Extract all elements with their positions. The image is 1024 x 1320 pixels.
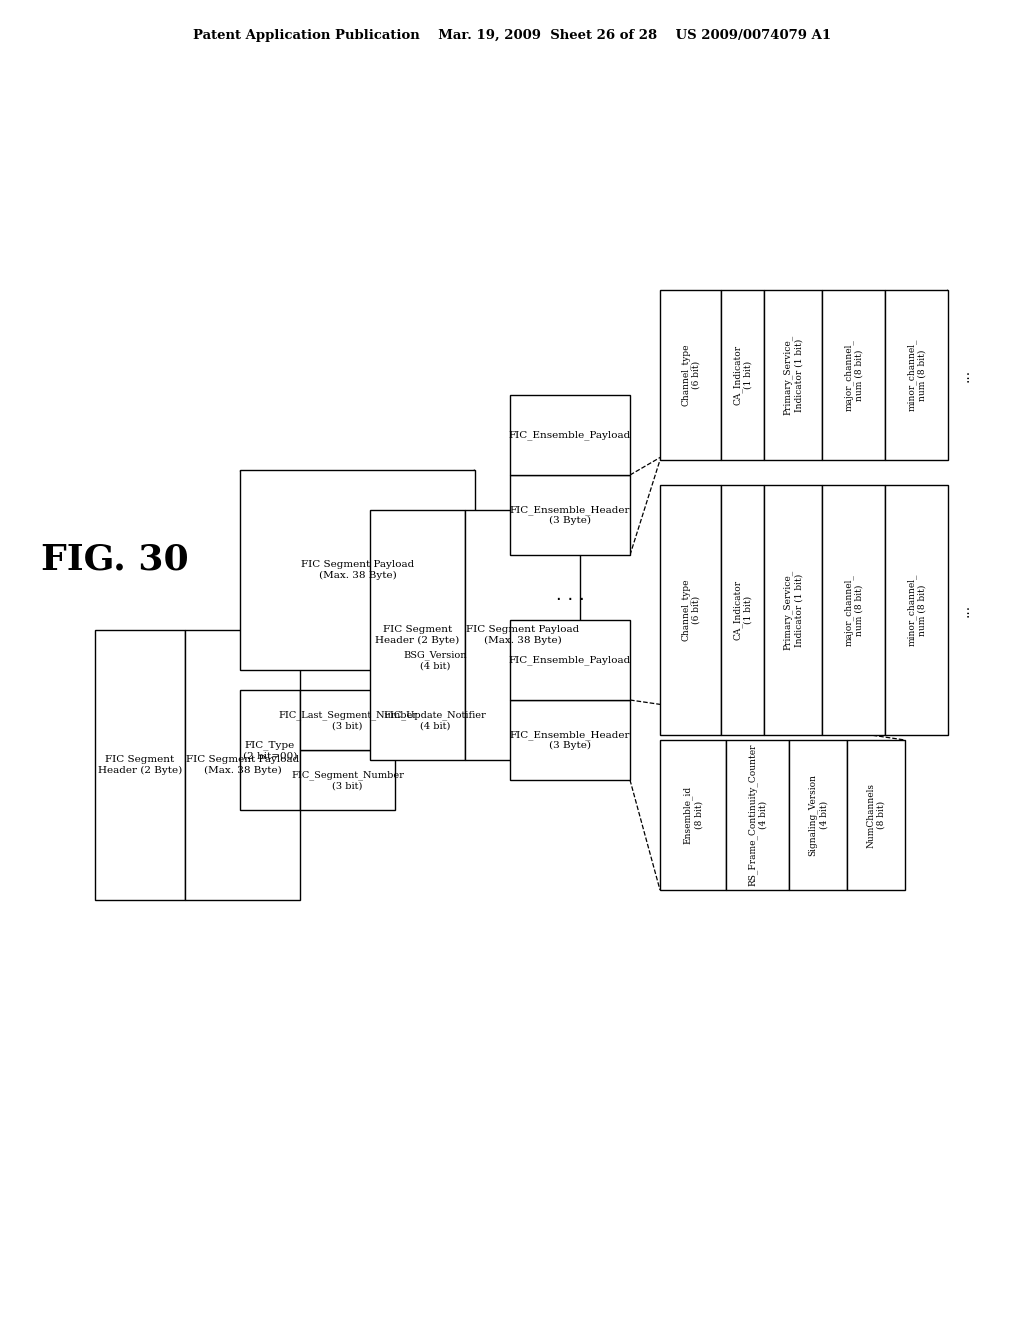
FancyBboxPatch shape xyxy=(395,630,475,690)
FancyBboxPatch shape xyxy=(185,630,300,900)
FancyBboxPatch shape xyxy=(660,484,721,735)
Text: FIC Segment Payload
(Max. 38 Byte): FIC Segment Payload (Max. 38 Byte) xyxy=(186,755,299,775)
Text: Channel_type
(6 bit): Channel_type (6 bit) xyxy=(681,578,700,642)
Text: FIC Segment
Header (2 Byte): FIC Segment Header (2 Byte) xyxy=(98,755,182,775)
FancyBboxPatch shape xyxy=(764,484,822,735)
FancyBboxPatch shape xyxy=(822,484,885,735)
FancyBboxPatch shape xyxy=(510,700,630,780)
FancyBboxPatch shape xyxy=(240,470,475,671)
Text: FIC_Ensemble_Payload: FIC_Ensemble_Payload xyxy=(509,430,631,440)
FancyBboxPatch shape xyxy=(885,290,948,459)
Text: minor_channel_
num (8 bit): minor_channel_ num (8 bit) xyxy=(906,339,927,412)
Text: Ensemble_id
(8 bit): Ensemble_id (8 bit) xyxy=(683,785,703,843)
Text: FIC_Ensemble_Header
(3 Byte): FIC_Ensemble_Header (3 Byte) xyxy=(510,504,630,525)
FancyBboxPatch shape xyxy=(510,475,630,554)
Text: NumChannels
(8 bit): NumChannels (8 bit) xyxy=(866,783,886,847)
Text: Signaling_Version
(4 bit): Signaling_Version (4 bit) xyxy=(808,774,828,855)
Text: major_channel_
num (8 bit): major_channel_ num (8 bit) xyxy=(844,339,863,411)
FancyBboxPatch shape xyxy=(95,630,185,900)
Text: FIG. 30: FIG. 30 xyxy=(41,543,188,577)
FancyBboxPatch shape xyxy=(721,290,764,459)
Text: FIC_Ensemble_Payload: FIC_Ensemble_Payload xyxy=(509,655,631,665)
FancyBboxPatch shape xyxy=(660,290,721,459)
Text: BSG_Version
(4 bit): BSG_Version (4 bit) xyxy=(403,649,467,671)
Text: Primary_Service_
Indicator (1 bit): Primary_Service_ Indicator (1 bit) xyxy=(783,335,803,414)
Text: CA_Indicator
(1 bit): CA_Indicator (1 bit) xyxy=(732,345,753,405)
FancyBboxPatch shape xyxy=(240,690,300,810)
Text: FIC_Ensemble_Header
(3 Byte): FIC_Ensemble_Header (3 Byte) xyxy=(510,730,630,750)
Text: FIC Segment Payload
(Max. 38 Byte): FIC Segment Payload (Max. 38 Byte) xyxy=(466,626,580,644)
FancyBboxPatch shape xyxy=(721,484,764,735)
FancyBboxPatch shape xyxy=(822,290,885,459)
Text: Channel_type
(6 bit): Channel_type (6 bit) xyxy=(681,343,700,407)
Text: Primary_Service_
Indicator (1 bit): Primary_Service_ Indicator (1 bit) xyxy=(783,570,803,651)
Text: FIC_Type
(2 bit=00): FIC_Type (2 bit=00) xyxy=(243,741,297,760)
Text: FIC Segment
Header (2 Byte): FIC Segment Header (2 Byte) xyxy=(376,626,460,644)
FancyBboxPatch shape xyxy=(764,290,822,459)
Text: ...: ... xyxy=(958,603,972,616)
Text: FIC_Last_Segment_Number
(3 bit): FIC_Last_Segment_Number (3 bit) xyxy=(278,710,417,730)
FancyBboxPatch shape xyxy=(300,750,395,810)
FancyBboxPatch shape xyxy=(395,690,475,750)
FancyBboxPatch shape xyxy=(510,620,630,700)
FancyBboxPatch shape xyxy=(465,510,580,760)
FancyBboxPatch shape xyxy=(726,741,790,890)
FancyBboxPatch shape xyxy=(660,741,726,890)
Text: major_channel_
num (8 bit): major_channel_ num (8 bit) xyxy=(844,574,863,645)
FancyBboxPatch shape xyxy=(300,690,395,750)
Text: CA_Indicator
(1 bit): CA_Indicator (1 bit) xyxy=(732,579,753,640)
FancyBboxPatch shape xyxy=(885,484,948,735)
Text: FIC_Update_Notifier
(4 bit): FIC_Update_Notifier (4 bit) xyxy=(384,710,486,730)
Text: Patent Application Publication    Mar. 19, 2009  Sheet 26 of 28    US 2009/00740: Patent Application Publication Mar. 19, … xyxy=(193,29,831,41)
Text: FIC_Segment_Number
(3 bit): FIC_Segment_Number (3 bit) xyxy=(291,770,403,791)
Text: . . .: . . . xyxy=(556,586,585,605)
FancyBboxPatch shape xyxy=(847,741,905,890)
FancyBboxPatch shape xyxy=(510,395,630,475)
FancyBboxPatch shape xyxy=(790,741,847,890)
FancyBboxPatch shape xyxy=(370,510,465,760)
Text: RS_Frame_Continuity_Counter
(4 bit): RS_Frame_Continuity_Counter (4 bit) xyxy=(748,743,768,886)
Text: ...: ... xyxy=(958,368,972,381)
Text: FIC Segment Payload
(Max. 38 Byte): FIC Segment Payload (Max. 38 Byte) xyxy=(301,560,414,579)
Text: minor_channel_
num (8 bit): minor_channel_ num (8 bit) xyxy=(906,574,927,647)
